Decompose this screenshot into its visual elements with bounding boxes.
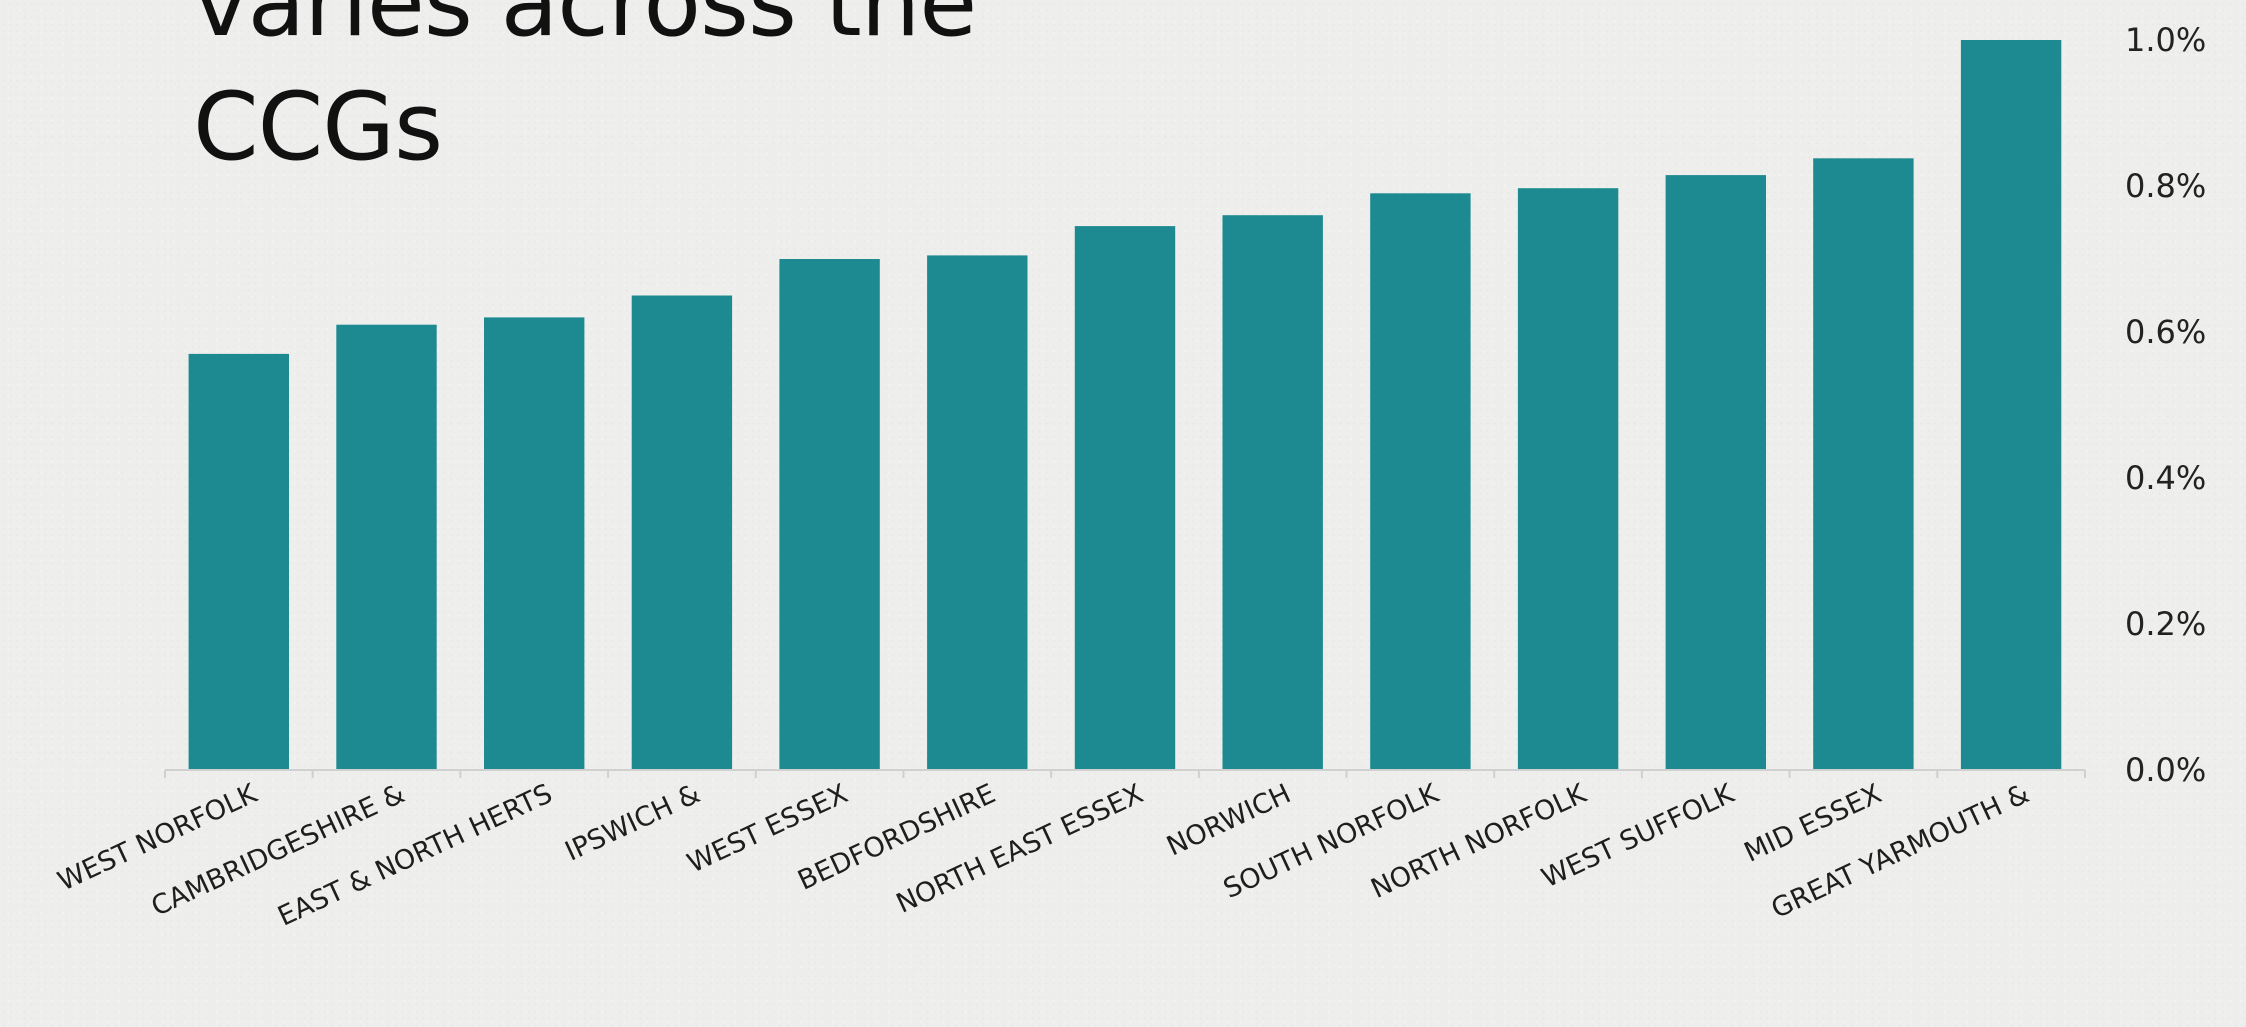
x-axis-ticks <box>164 770 2086 778</box>
bar-8 <box>1370 193 1471 771</box>
y-axis-tick-labels: 0.0% 0.2% 0.4% 0.6% 0.8% 1.0% <box>2125 21 2206 789</box>
y-tick-label: 0.8% <box>2125 167 2206 205</box>
y-tick-label: 0.6% <box>2125 313 2206 351</box>
bar-7 <box>1222 215 1323 770</box>
bar-12 <box>1960 40 2062 770</box>
y-tick-label: 0.4% <box>2125 459 2206 497</box>
bar-2 <box>484 317 585 770</box>
slide-title: varies across the CCGs <box>193 0 977 190</box>
y-tick-label: 0.0% <box>2125 751 2206 789</box>
x-category-label: CAMBRIDGESHIRE & <box>147 778 410 923</box>
bar-6 <box>1074 226 1176 771</box>
bar-4 <box>779 259 880 770</box>
bar-3 <box>631 295 733 770</box>
bar-1 <box>336 324 437 770</box>
bar-0 <box>188 353 289 770</box>
x-category-label: GREAT YARMOUTH & <box>1767 778 2034 925</box>
bar-11 <box>1813 158 1914 771</box>
bars-group <box>188 40 2062 771</box>
bar-10 <box>1665 175 1766 771</box>
slide-title-line2: CCGs <box>193 73 443 182</box>
bar-5 <box>927 255 1028 770</box>
x-category-label: NORTH EAST ESSEX <box>892 778 1148 919</box>
bar-9 <box>1517 188 1619 770</box>
slide-title-line1: varies across the <box>193 0 977 58</box>
y-tick-label: 1.0% <box>2125 21 2206 59</box>
x-category-label: EAST & NORTH HERTS <box>273 778 557 932</box>
y-tick-label: 0.2% <box>2125 605 2206 643</box>
